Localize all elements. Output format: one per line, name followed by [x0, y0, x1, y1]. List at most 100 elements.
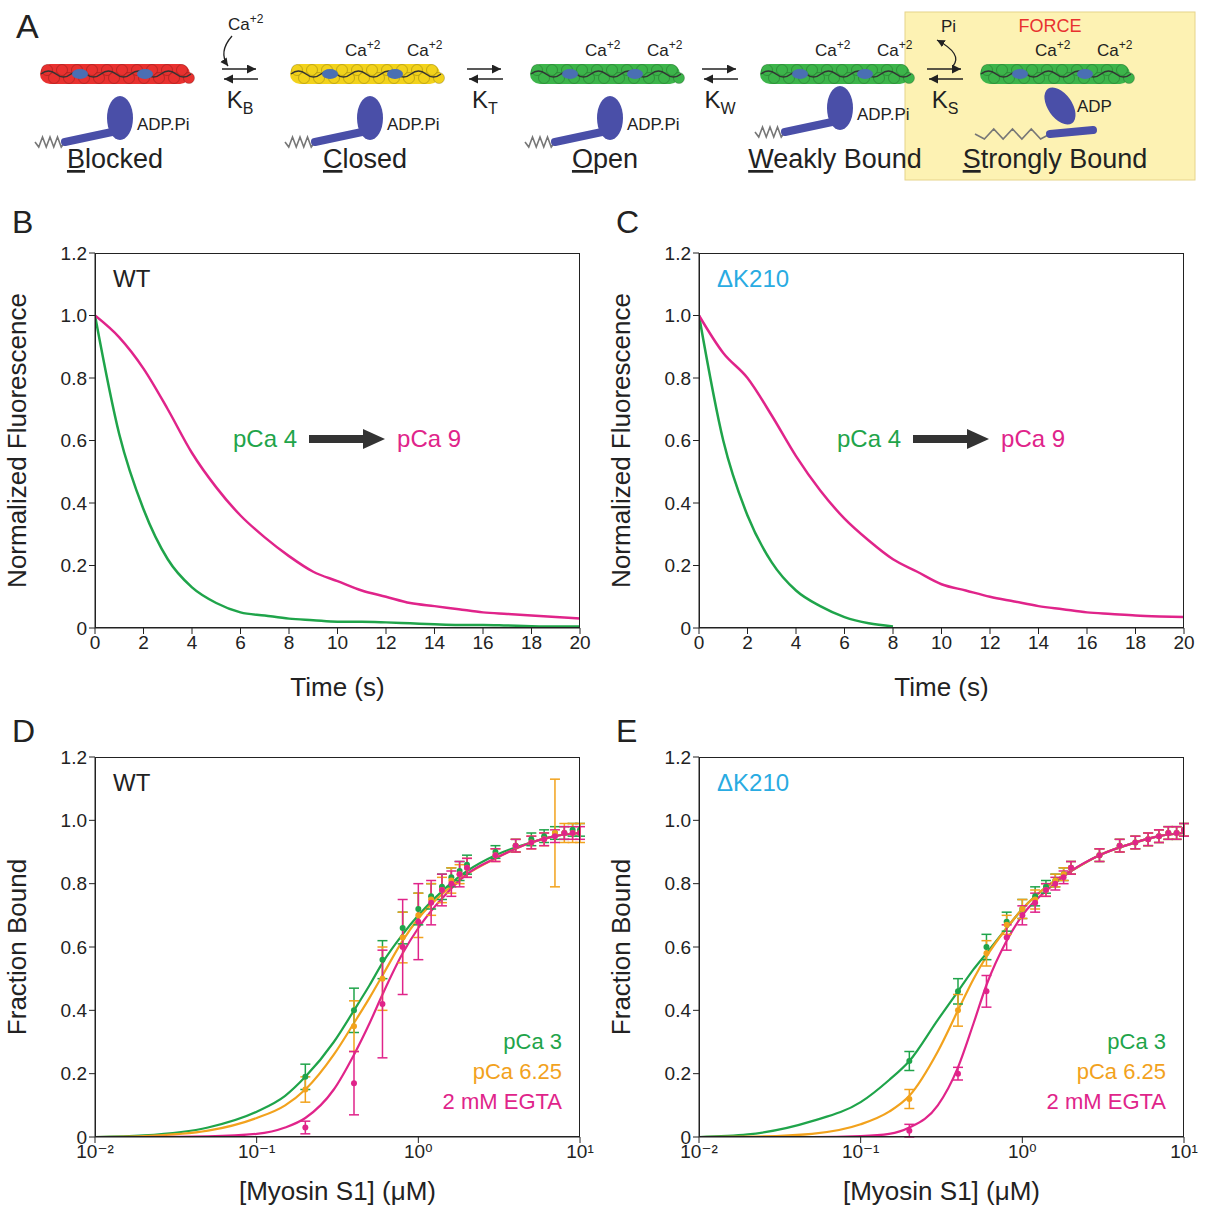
html-text:ΔK210: ΔK210 [717, 265, 790, 292]
svg-text:10⁰: 10⁰ [1008, 1141, 1037, 1162]
svg-text:20: 20 [569, 632, 590, 653]
svg-text:KT: KT [472, 86, 498, 117]
svg-text:Ca+2: Ca+2 [345, 38, 381, 60]
svg-text:2: 2 [138, 632, 149, 653]
svg-text:0.2: 0.2 [665, 1063, 691, 1084]
svg-text:8: 8 [284, 632, 295, 653]
html-text:pCa 4: pCa 4 [233, 425, 297, 452]
svg-text:0.4: 0.4 [61, 493, 88, 514]
svg-text:KW: KW [704, 86, 736, 117]
svg-text:0.2: 0.2 [61, 555, 87, 576]
svg-text:16: 16 [472, 632, 493, 653]
svg-text:Pi: Pi [941, 17, 956, 36]
svg-text:Ca+2: Ca+2 [228, 12, 264, 34]
svg-text:ADP.Pi: ADP.Pi [857, 105, 910, 124]
html-text:pCa 3: pCa 3 [503, 1029, 562, 1054]
svg-text:0.8: 0.8 [61, 873, 87, 894]
svg-text:4: 4 [187, 632, 198, 653]
svg-text:[Myosin S1] (μM): [Myosin S1] (μM) [843, 1176, 1040, 1206]
html-text:pCa 6.25: pCa 6.25 [472, 1059, 562, 1084]
svg-text:12: 12 [375, 632, 396, 653]
html-text:pCa 4: pCa 4 [837, 425, 901, 452]
svg-text:Open: Open [572, 144, 638, 174]
svg-text:KS: KS [932, 86, 959, 117]
svg-text:1.0: 1.0 [665, 305, 691, 326]
svg-text:0.6: 0.6 [61, 430, 87, 451]
svg-text:Fraction Bound: Fraction Bound [606, 859, 636, 1035]
svg-text:0.6: 0.6 [665, 937, 691, 958]
svg-text:1.2: 1.2 [665, 747, 691, 768]
svg-text:Normalized Fluorescence: Normalized Fluorescence [2, 293, 32, 588]
svg-text:Ca+2: Ca+2 [407, 38, 443, 60]
svg-text:1.2: 1.2 [61, 243, 87, 264]
svg-text:0: 0 [694, 632, 705, 653]
html-text:ΔK210: ΔK210 [717, 769, 790, 796]
html-text:WT: WT [113, 265, 151, 292]
svg-text:KB: KB [227, 86, 254, 117]
svg-text:Time (s): Time (s) [290, 672, 384, 702]
svg-text:ADP.Pi: ADP.Pi [627, 115, 680, 134]
svg-text:0.4: 0.4 [665, 1000, 692, 1021]
svg-text:Ca+2: Ca+2 [815, 38, 851, 60]
svg-text:6: 6 [235, 632, 246, 653]
svg-text:10⁻¹: 10⁻¹ [842, 1141, 880, 1162]
svg-text:0.8: 0.8 [665, 368, 691, 389]
svg-text:12: 12 [979, 632, 1000, 653]
svg-text:Blocked: Blocked [67, 144, 163, 174]
svg-text:0.4: 0.4 [61, 1000, 88, 1021]
svg-text:0.6: 0.6 [61, 937, 87, 958]
svg-text:4: 4 [791, 632, 802, 653]
svg-text:0: 0 [680, 1127, 691, 1148]
svg-text:10¹: 10¹ [566, 1141, 593, 1162]
svg-text:ADP: ADP [1077, 97, 1112, 116]
svg-text:Weakly Bound: Weakly Bound [748, 144, 922, 174]
svg-text:0.4: 0.4 [665, 493, 692, 514]
svg-text:16: 16 [1076, 632, 1097, 653]
svg-text:Strongly Bound: Strongly Bound [963, 144, 1148, 174]
svg-text:1.2: 1.2 [665, 243, 691, 264]
svg-text:20: 20 [1173, 632, 1194, 653]
svg-text:Time (s): Time (s) [894, 672, 988, 702]
svg-text:0: 0 [76, 618, 87, 639]
svg-text:0: 0 [90, 632, 101, 653]
svg-text:8: 8 [888, 632, 899, 653]
svg-text:10¹: 10¹ [1170, 1141, 1197, 1162]
svg-text:1.0: 1.0 [61, 305, 87, 326]
html-text:WT: WT [113, 769, 151, 796]
svg-text:0: 0 [76, 1127, 87, 1148]
svg-text:Ca+2: Ca+2 [647, 38, 683, 60]
svg-text:0.8: 0.8 [61, 368, 87, 389]
svg-text:ADP.Pi: ADP.Pi [387, 115, 440, 134]
svg-text:Ca+2: Ca+2 [1097, 38, 1133, 60]
html-text:pCa 9: pCa 9 [1001, 425, 1066, 452]
svg-text:[Myosin S1] (μM): [Myosin S1] (μM) [239, 1176, 436, 1206]
svg-text:1.2: 1.2 [61, 747, 87, 768]
svg-text:Ca+2: Ca+2 [1035, 38, 1071, 60]
svg-text:10: 10 [327, 632, 348, 653]
svg-text:0.2: 0.2 [61, 1063, 87, 1084]
svg-text:1.0: 1.0 [665, 810, 691, 831]
svg-text:FORCE: FORCE [1019, 16, 1082, 36]
svg-text:Ca+2: Ca+2 [585, 38, 621, 60]
svg-text:14: 14 [1028, 632, 1050, 653]
svg-text:Fraction Bound: Fraction Bound [2, 859, 32, 1035]
svg-text:Normalized Fluorescence: Normalized Fluorescence [606, 293, 636, 588]
svg-text:1.0: 1.0 [61, 810, 87, 831]
svg-text:0.6: 0.6 [665, 430, 691, 451]
svg-text:0: 0 [680, 618, 691, 639]
svg-text:2: 2 [742, 632, 753, 653]
svg-text:10⁰: 10⁰ [404, 1141, 433, 1162]
html-text:pCa 9: pCa 9 [397, 425, 462, 452]
svg-text:Ca+2: Ca+2 [877, 38, 913, 60]
svg-text:18: 18 [1125, 632, 1146, 653]
svg-text:6: 6 [839, 632, 850, 653]
svg-text:0.2: 0.2 [665, 555, 691, 576]
svg-text:Closed: Closed [323, 144, 407, 174]
svg-text:14: 14 [424, 632, 446, 653]
svg-text:18: 18 [521, 632, 542, 653]
svg-text:ADP.Pi: ADP.Pi [137, 115, 190, 134]
svg-text:A: A [16, 7, 39, 45]
svg-text:0.8: 0.8 [665, 873, 691, 894]
svg-text:10⁻¹: 10⁻¹ [238, 1141, 276, 1162]
svg-text:10: 10 [931, 632, 952, 653]
